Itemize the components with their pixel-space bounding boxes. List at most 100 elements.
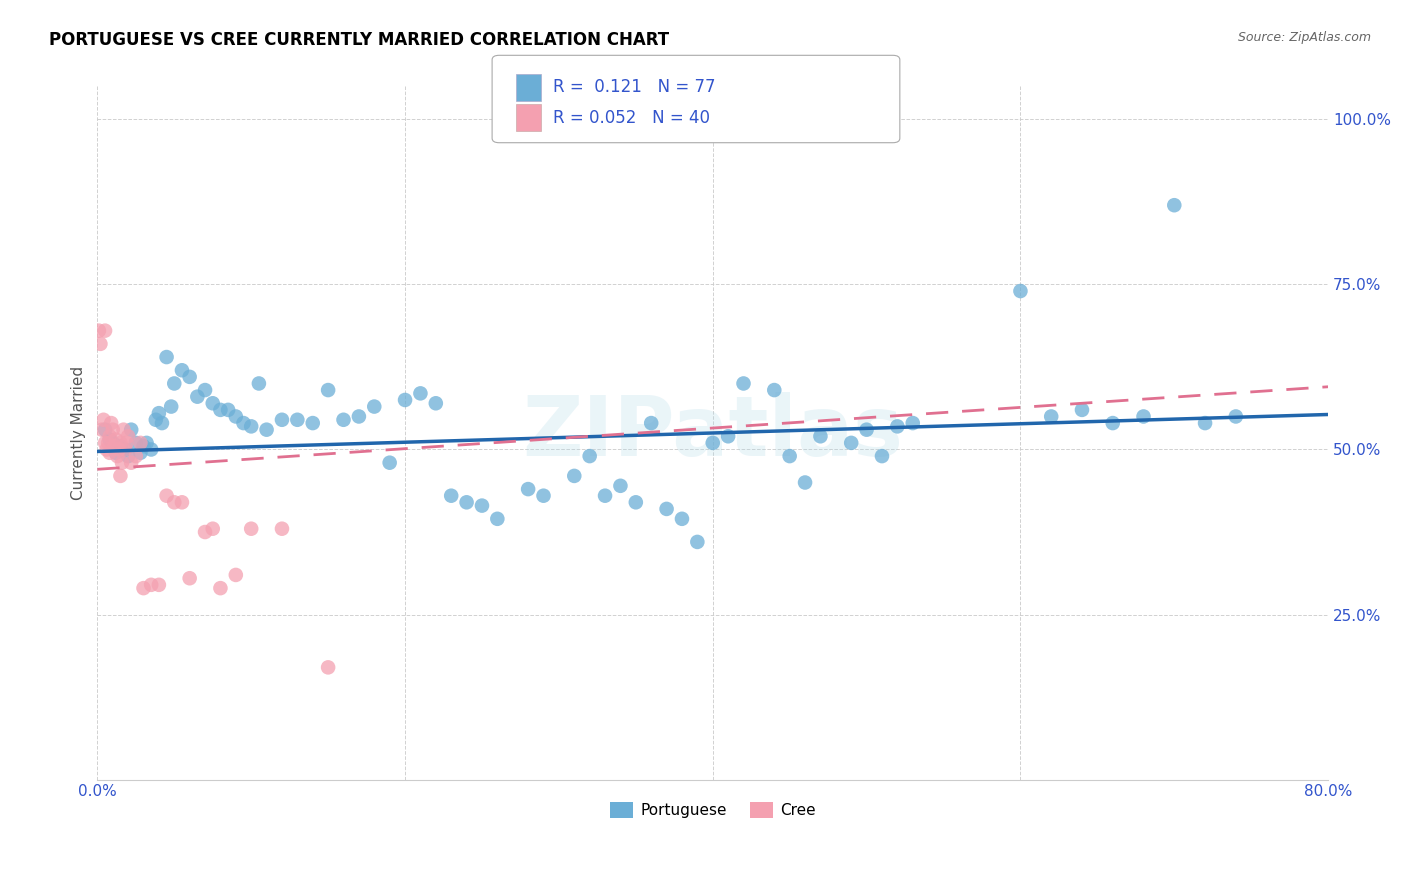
Point [655, 502, 678, 516]
Point [163, 376, 186, 391]
Point [471, 499, 494, 513]
Point [201, 522, 224, 536]
Point [440, 489, 463, 503]
Point [1132, 409, 1154, 424]
Y-axis label: Currently Married: Currently Married [72, 366, 86, 500]
Point [98, 433, 121, 447]
Point [609, 479, 631, 493]
Point [114, 442, 136, 457]
Point [125, 436, 148, 450]
Point [810, 429, 832, 443]
Point [1194, 416, 1216, 430]
Point [104, 446, 127, 460]
Point [301, 416, 323, 430]
Point [232, 416, 254, 430]
Point [120, 423, 142, 437]
Point [1163, 198, 1185, 212]
Point [94, 423, 117, 437]
Point [316, 383, 339, 397]
Point [129, 436, 152, 450]
Point [93, 413, 115, 427]
Point [517, 482, 540, 496]
Point [562, 469, 585, 483]
Point [110, 436, 132, 450]
Point [456, 495, 478, 509]
Point [148, 406, 170, 420]
Point [533, 489, 555, 503]
Point [117, 449, 139, 463]
Point [247, 376, 270, 391]
Point [96, 442, 118, 457]
Point [1071, 403, 1094, 417]
Point [132, 439, 155, 453]
Point [593, 489, 616, 503]
Point [1010, 284, 1032, 298]
Point [901, 416, 924, 430]
Point [779, 449, 801, 463]
Point [148, 578, 170, 592]
Point [100, 416, 122, 430]
Point [94, 436, 117, 450]
Point [394, 392, 416, 407]
Point [108, 442, 131, 457]
Point [1101, 416, 1123, 430]
Point [763, 383, 786, 397]
Point [155, 489, 177, 503]
Point [624, 495, 647, 509]
Text: Source: ZipAtlas.com: Source: ZipAtlas.com [1237, 31, 1371, 45]
Text: PORTUGUESE VS CREE CURRENTLY MARRIED CORRELATION CHART: PORTUGUESE VS CREE CURRENTLY MARRIED COR… [49, 31, 669, 49]
Point [285, 413, 308, 427]
Point [733, 376, 755, 391]
Point [120, 456, 142, 470]
Point [98, 429, 121, 443]
Point [132, 581, 155, 595]
Point [378, 456, 401, 470]
Point [170, 495, 193, 509]
Point [578, 449, 600, 463]
Point [110, 439, 132, 453]
Point [105, 449, 128, 463]
Point [839, 436, 862, 450]
Point [209, 403, 232, 417]
Point [101, 436, 124, 450]
Legend: Portuguese, Cree: Portuguese, Cree [603, 796, 823, 824]
Point [425, 396, 447, 410]
Point [686, 535, 709, 549]
Point [170, 363, 193, 377]
Point [163, 495, 186, 509]
Point [486, 512, 509, 526]
Point [332, 413, 354, 427]
Point [240, 419, 263, 434]
Point [179, 571, 201, 585]
Point [98, 446, 121, 460]
Point [671, 512, 693, 526]
Point [201, 396, 224, 410]
Point [87, 324, 110, 338]
Point [112, 423, 135, 437]
Point [347, 409, 370, 424]
Point [141, 442, 163, 457]
Point [1040, 409, 1063, 424]
Point [870, 449, 893, 463]
Point [217, 403, 239, 417]
Point [225, 568, 247, 582]
Point [111, 456, 134, 470]
Point [97, 436, 120, 450]
Point [125, 449, 148, 463]
Point [316, 660, 339, 674]
Point [194, 383, 217, 397]
Point [160, 400, 183, 414]
Point [702, 436, 724, 450]
Point [794, 475, 817, 490]
Point [886, 419, 908, 434]
Text: ZIPatlas: ZIPatlas [522, 392, 903, 474]
Point [141, 578, 163, 592]
Point [179, 369, 201, 384]
Point [409, 386, 432, 401]
Point [209, 581, 232, 595]
Point [256, 423, 278, 437]
Point [225, 409, 247, 424]
Text: R = 0.052   N = 40: R = 0.052 N = 40 [553, 109, 710, 127]
Point [1225, 409, 1247, 424]
Point [110, 469, 132, 483]
